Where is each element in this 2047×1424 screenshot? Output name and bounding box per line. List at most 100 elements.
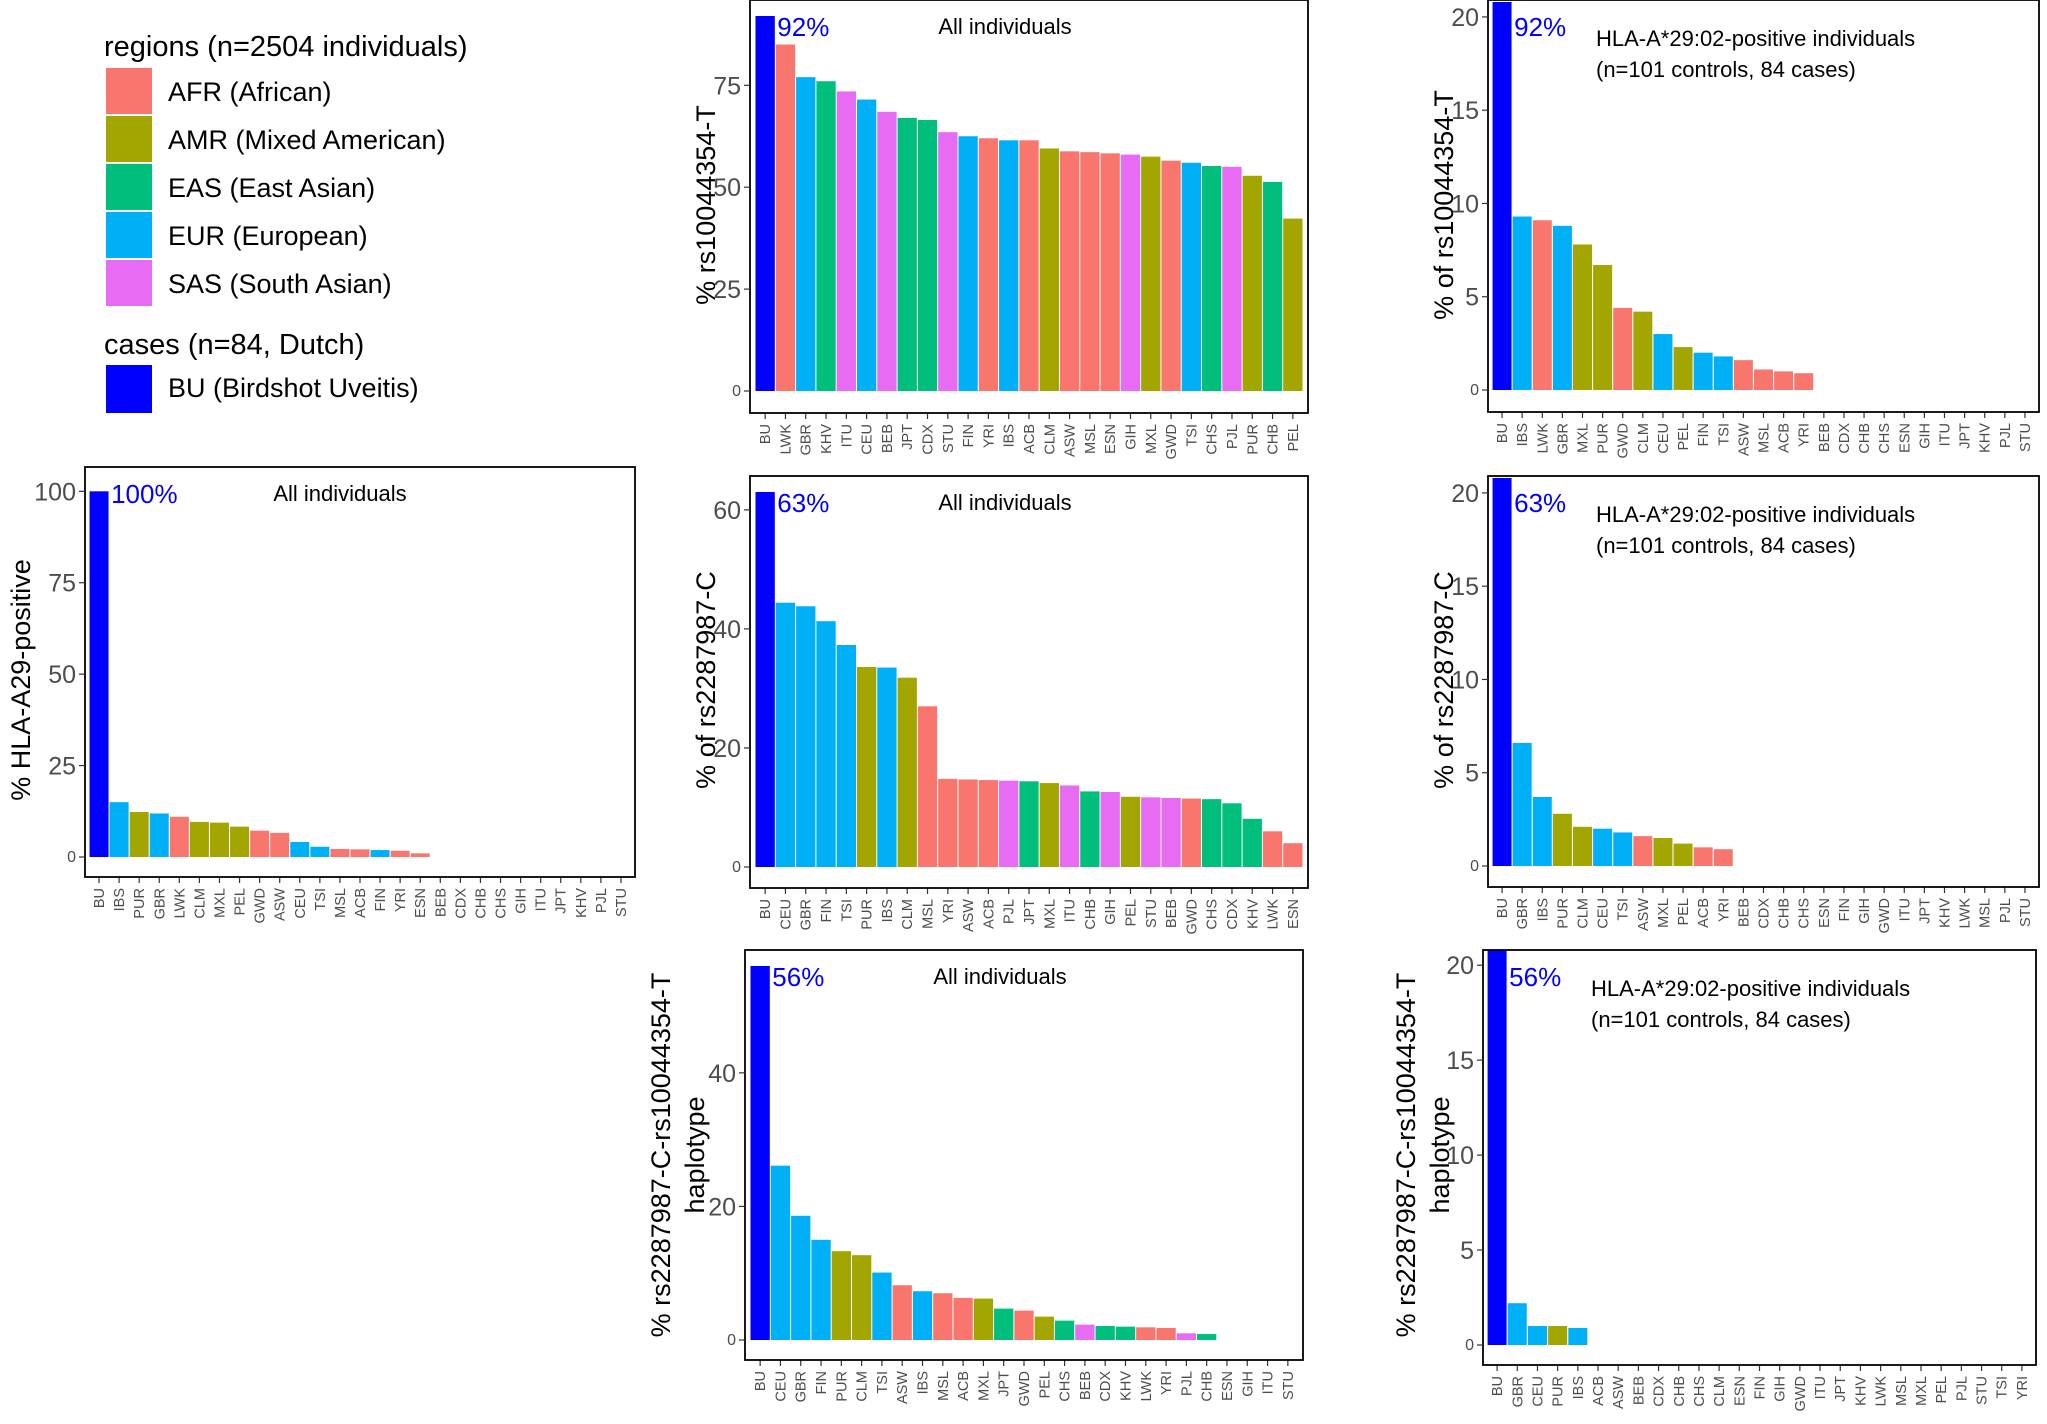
x-tick-label-clm: CLM (1576, 898, 1592, 929)
y-tick-label: 10 (1451, 666, 1479, 694)
x-tick-label-esn: ESN (1103, 424, 1119, 454)
x-tick-label-lwk: LWK (1874, 1376, 1890, 1407)
x-tick-label-ibs: IBS (1002, 424, 1018, 447)
x-tick-label-asw: ASW (1063, 424, 1079, 457)
x-tick-label-clm: CLM (192, 888, 208, 919)
bar-ceu (775, 602, 796, 867)
x-tick-label-jpt: JPT (1917, 898, 1933, 924)
y-tick-label: 5 (1465, 760, 1479, 788)
x-tick-label-esn: ESN (1817, 898, 1833, 928)
bar-chs (1202, 166, 1222, 391)
bar-khv (1242, 818, 1262, 867)
x-tick-label-itu: ITU (1938, 423, 1954, 446)
x-tick-label-msl: MSL (333, 888, 349, 918)
bu-percentage-label: 63% (777, 488, 829, 518)
x-tick-label-pur: PUR (834, 1371, 850, 1402)
bar-acb (1019, 140, 1039, 391)
y-tick-label: 0 (1470, 858, 1479, 875)
x-tick-label-clm: CLM (1636, 423, 1652, 454)
x-tick-label-tsi: TSI (1184, 424, 1200, 447)
bar-pur (1593, 265, 1613, 390)
panel-border (749, 0, 1309, 414)
x-tick-label-gwd: GWD (253, 888, 269, 923)
bar-chb (1262, 181, 1283, 391)
x-tick-label-esn: ESN (1732, 1376, 1748, 1406)
x-tick-label-pel: PEL (1934, 1376, 1950, 1403)
bar-bu (1492, 2, 1512, 390)
bar-asw (1633, 836, 1653, 866)
x-tick-label-asw: ASW (1636, 898, 1652, 931)
x-tick-label-chs: CHS (1877, 423, 1893, 454)
panel-subtitle: (n=101 controls, 84 cases) (1596, 57, 1856, 82)
bar-gwd (1014, 1310, 1034, 1340)
x-tick-label-ibs: IBS (880, 899, 896, 922)
panel-title: HLA-A*29:02-positive individuals (1596, 26, 1915, 51)
y-axis-label: % rs2287987-C-rs10044354-T (1391, 973, 1421, 1338)
bar-bu (89, 491, 109, 857)
bar-msl (1080, 152, 1100, 391)
x-tick-label-cdx: CDX (453, 888, 469, 919)
bar-clm (1633, 311, 1653, 390)
panel-hla-a29-all: BU IBS PUR GBR LWK CLM MXL PEL GWD ASW CEU TSI MSL AC… (6, 466, 636, 923)
panel-rs2287987-hla: BU GBR IBS PUR CLM CEU TSI ASW MXL PEL ACB YRI BEB CD… (1429, 475, 2040, 933)
bar-mxl (1573, 244, 1592, 390)
legend-swatch-sas (106, 260, 152, 306)
x-tick-label-mxl: MXL (976, 1371, 992, 1401)
x-tick-label-stu: STU (2018, 898, 2034, 927)
x-tick-label-beb: BEB (433, 888, 449, 917)
bar-gbr (149, 813, 169, 857)
x-tick-label-lwk: LWK (1958, 898, 1974, 929)
bar-acb (1693, 847, 1713, 866)
bar-esn (410, 853, 430, 857)
panel-border (1487, 475, 2040, 888)
x-tick-label-msl: MSL (1083, 424, 1099, 454)
bar-asw (1059, 151, 1080, 391)
y-tick-label: 15 (1451, 97, 1479, 125)
x-tick-label-ibs: IBS (916, 1371, 932, 1394)
x-tick-label-gbr: GBR (799, 899, 815, 930)
x-tick-label-cdx: CDX (921, 424, 937, 455)
x-tick-label-beb: BEB (1164, 899, 1180, 928)
x-tick-label-gwd: GWD (1184, 899, 1200, 934)
x-tick-label-jpt: JPT (554, 888, 570, 914)
bar-yri (390, 850, 410, 857)
bar-stu (1141, 797, 1161, 867)
x-tick-label-beb: BEB (880, 424, 896, 453)
x-tick-label-pjl: PJL (1954, 1376, 1970, 1401)
bar-gbr (796, 606, 816, 867)
x-tick-label-pur: PUR (1245, 424, 1261, 455)
bar-pel (1283, 218, 1303, 391)
bar-pur (1548, 1326, 1568, 1345)
bar-cdx (1222, 803, 1242, 867)
x-tick-label-yri: YRI (1797, 423, 1813, 447)
x-tick-label-mxl: MXL (1042, 899, 1058, 929)
bar-khv (1115, 1326, 1136, 1340)
x-tick-label-fin: FIN (1696, 423, 1712, 446)
y-tick-label: 0 (732, 383, 741, 400)
bar-bu (755, 492, 775, 867)
bar-jpt (994, 1308, 1014, 1340)
bar-fin (816, 621, 836, 867)
x-tick-label-gbr: GBR (799, 424, 815, 455)
y-tick-label: 20 (1446, 952, 1474, 980)
x-tick-label-ibs: IBS (1535, 898, 1551, 921)
bar-bu (1487, 950, 1507, 1345)
bar-asw (270, 832, 290, 857)
bar-ceu (1593, 828, 1613, 866)
bar-acb (350, 849, 370, 857)
x-tick-label-bu: BU (753, 1371, 769, 1391)
x-tick-label-khv: KHV (574, 888, 590, 918)
x-tick-label-asw: ASW (961, 899, 977, 932)
bar-pel (1120, 796, 1141, 867)
bar-mxl (1039, 783, 1059, 867)
x-tick-label-gwd: GWD (1793, 1376, 1809, 1411)
x-tick-label-tsi: TSI (1716, 423, 1732, 446)
y-tick-label: 100 (34, 478, 76, 506)
x-tick-label-clm: CLM (1042, 424, 1058, 455)
x-tick-label-beb: BEB (1736, 898, 1752, 927)
y-tick-label: 50 (713, 174, 741, 202)
x-tick-label-jpt: JPT (997, 1371, 1013, 1397)
legend-swatch-amr (106, 116, 152, 162)
bar-asw (892, 1285, 912, 1340)
bar-acb (1774, 371, 1794, 390)
